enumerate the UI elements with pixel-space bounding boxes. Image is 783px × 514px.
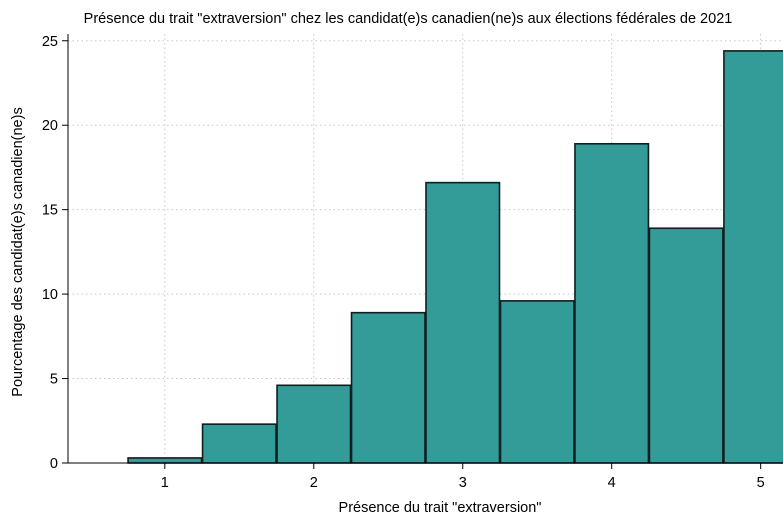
x-tick-label-0: 1 <box>161 475 169 491</box>
histogram-bar-4 <box>425 181 501 464</box>
y-tick-label-2: 10 <box>42 287 58 303</box>
histogram-bar-1 <box>201 423 277 464</box>
y-tick-label-5: 25 <box>42 34 58 50</box>
y-tick-label-1: 5 <box>50 372 58 388</box>
x-tick-label-3: 4 <box>608 475 616 491</box>
y-tick-label-0: 0 <box>50 456 58 472</box>
histogram-bar-0 <box>127 457 203 464</box>
histogram-bar-5 <box>499 300 575 464</box>
bars <box>127 50 783 464</box>
histogram-bar-3 <box>350 311 426 464</box>
histogram-bar-8 <box>723 50 783 464</box>
chart-title: Présence du trait "extraversion" chez le… <box>84 11 733 27</box>
y-tick-label-4: 20 <box>42 118 58 134</box>
x-tick-label-4: 5 <box>757 475 765 491</box>
x-tick-label-1: 2 <box>310 475 318 491</box>
histogram-bar-7 <box>648 227 724 464</box>
x-tick-label-2: 3 <box>459 475 467 491</box>
histogram-bar-2 <box>276 384 352 464</box>
x-axis-label: Présence du trait "extraversion" <box>339 500 542 514</box>
y-tick-label-3: 15 <box>42 203 58 219</box>
y-axis-label: Pourcentage des candidat(e)s canadien(ne… <box>10 107 26 396</box>
histogram-bar-6 <box>574 142 650 464</box>
tick-labels: 0 5 10 15 20 25 1 2 3 4 5 <box>42 34 765 491</box>
axes <box>62 34 783 469</box>
